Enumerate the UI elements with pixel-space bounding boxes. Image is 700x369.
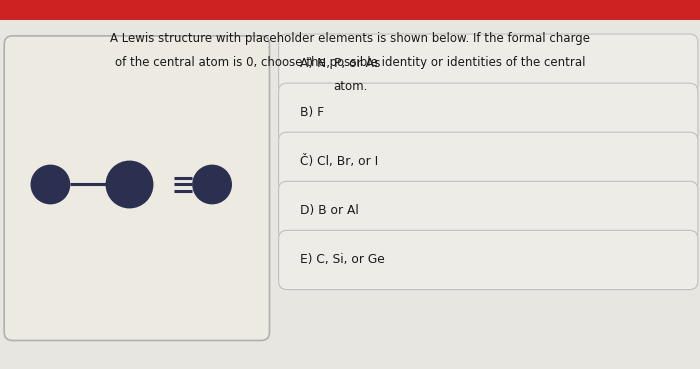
Text: D) B or Al: D) B or Al [300,204,358,217]
FancyBboxPatch shape [279,34,698,93]
Text: Č) Cl, Br, or I: Č) Cl, Br, or I [300,155,378,168]
Bar [0,0,700,20]
FancyBboxPatch shape [279,83,698,142]
Text: E) C, Si, or Ge: E) C, Si, or Ge [300,254,384,266]
FancyBboxPatch shape [279,181,698,241]
Text: atom.: atom. [332,80,368,93]
FancyBboxPatch shape [279,230,698,290]
FancyBboxPatch shape [4,36,270,341]
Text: of the central atom is 0, choose the possible identity or identities of the cent: of the central atom is 0, choose the pos… [115,56,585,69]
Text: A) N, P, or As: A) N, P, or As [300,57,380,70]
Circle shape [32,165,69,204]
Circle shape [106,161,153,208]
Circle shape [193,165,231,204]
Text: A Lewis structure with placeholder elements is shown below. If the formal charge: A Lewis structure with placeholder eleme… [110,32,590,45]
Text: B) F: B) F [300,106,323,119]
FancyBboxPatch shape [279,132,698,192]
